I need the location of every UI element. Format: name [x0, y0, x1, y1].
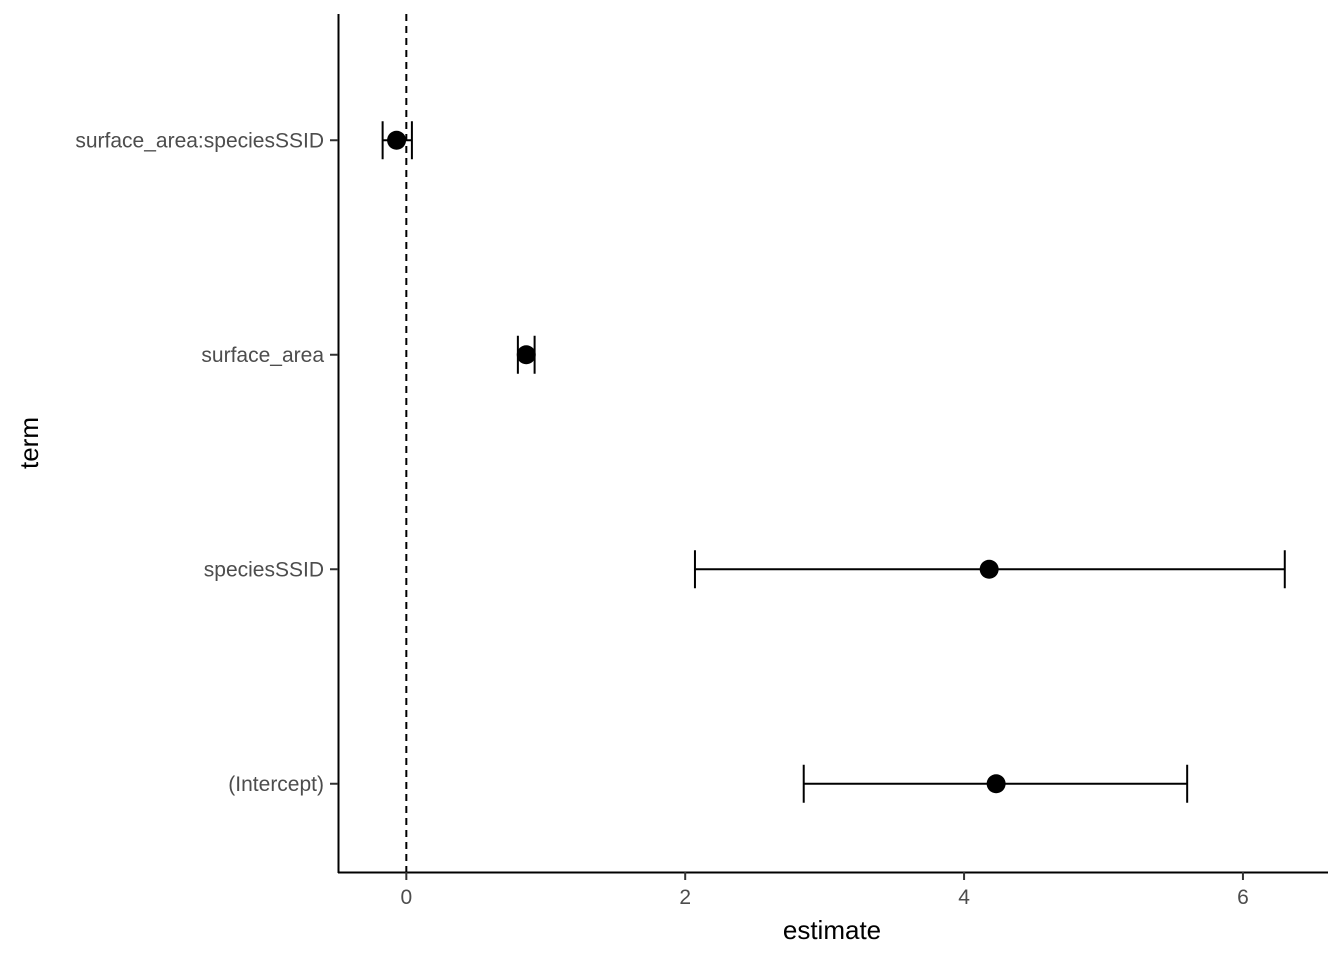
axes [337, 14, 1328, 874]
x-tick-label: 2 [679, 886, 691, 909]
y-axis-title: term [14, 417, 44, 469]
points [387, 130, 1006, 794]
x-tick-label: 6 [1237, 886, 1249, 909]
y-tick-label: surface_area:speciesSSID [75, 129, 324, 152]
estimate-point [516, 345, 536, 365]
x-tick-label: 0 [400, 886, 412, 909]
x-tick-label: 4 [958, 886, 970, 909]
x-axis-title: estimate [783, 915, 881, 945]
y-tick-label: speciesSSID [204, 558, 324, 581]
estimate-point [387, 130, 407, 150]
y-tick-label: (Intercept) [228, 773, 324, 796]
estimate-point [986, 774, 1006, 794]
error-bars [381, 121, 1286, 803]
y-ticks: surface_area:speciesSSID surface_areaspec… [75, 129, 338, 796]
estimate-point [979, 559, 999, 579]
y-tick-label: surface_area [201, 344, 324, 367]
x-ticks: 0 2 4 6 [400, 872, 1249, 909]
